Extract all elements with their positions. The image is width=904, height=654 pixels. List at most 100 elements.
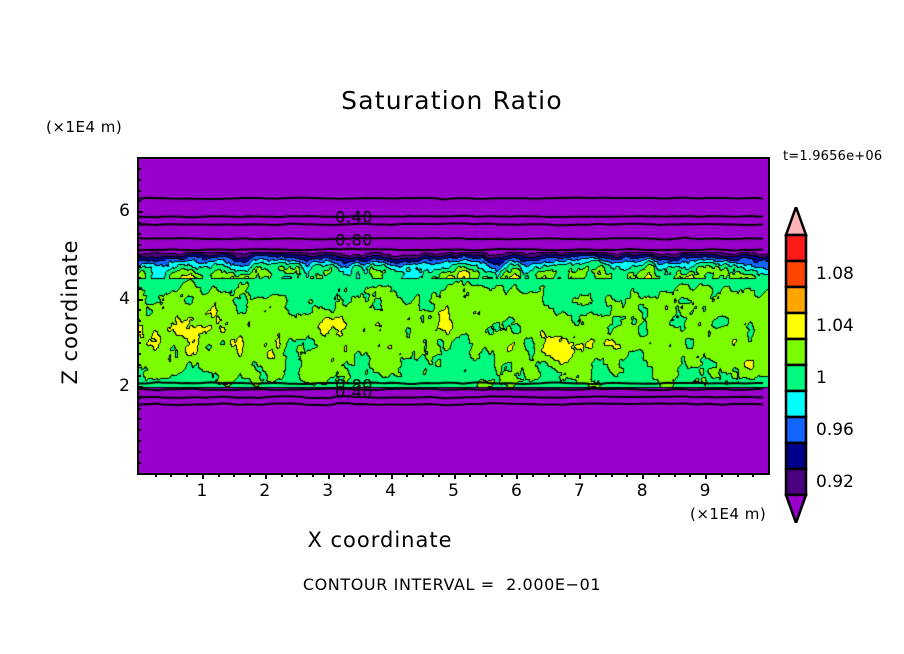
- x-tick-label: 4: [385, 481, 397, 501]
- x-tick-label: 6: [510, 481, 522, 501]
- contour-label: 0.40: [335, 382, 373, 402]
- colorbar-bottom-cap: [784, 493, 808, 527]
- x-tick-minor: [563, 473, 566, 477]
- time-annotation: t=1.9656e+06: [783, 149, 883, 164]
- y-tick-minor: [137, 451, 141, 454]
- colorbar-tick-label: 1.08: [816, 264, 854, 284]
- x-tick-label: 1: [196, 481, 208, 501]
- contour-interval-note: CONTOUR INTERVAL = 2.000E−01: [302, 575, 602, 594]
- x-tick-minor: [500, 473, 503, 477]
- x-tick: [390, 473, 393, 479]
- y-axis-ticks: [137, 157, 145, 475]
- y-tick-minor: [137, 353, 141, 356]
- x-tick-minor: [280, 473, 283, 477]
- y-tick-minor: [137, 222, 141, 225]
- x-tick-label: 9: [699, 481, 711, 501]
- x-tick: [264, 473, 267, 479]
- y-tick-minor: [137, 167, 141, 170]
- colorbar-band: [784, 441, 808, 471]
- colorbar-tick-label: 0.92: [816, 472, 854, 492]
- colorbar-band: [784, 467, 808, 497]
- y-axis-title: Z coordinate: [58, 239, 82, 385]
- y-tick: [137, 298, 143, 301]
- x-tick-label: 2: [259, 481, 271, 501]
- y-tick-minor: [137, 244, 141, 247]
- colorbar-band: [784, 285, 808, 315]
- y-tick: [137, 211, 143, 214]
- y-tick-minor: [137, 374, 141, 377]
- x-tick-minor: [469, 473, 472, 477]
- x-tick-minor: [343, 473, 346, 477]
- x-tick-label: 7: [573, 481, 585, 501]
- x-tick-minor: [437, 473, 440, 477]
- y-tick-minor: [137, 462, 141, 465]
- y-tick-minor: [137, 265, 141, 268]
- x-tick-minor: [657, 473, 660, 477]
- x-tick: [579, 473, 582, 479]
- x-tick-minor: [374, 473, 377, 477]
- colorbar-svg: [784, 203, 808, 527]
- y-tick-minor: [137, 276, 141, 279]
- x-tick-minor: [217, 473, 220, 477]
- x-tick-minor: [249, 473, 252, 477]
- colorbar-band: [784, 233, 808, 263]
- contour-label: 0.40: [335, 207, 373, 227]
- y-tick-minor: [137, 363, 141, 366]
- x-tick: [201, 473, 204, 479]
- x-tick-minor: [233, 473, 236, 477]
- x-axis-ticks: [137, 473, 770, 481]
- y-tick-label: 2: [119, 375, 130, 396]
- x-axis-unit-label: (×1E4 m): [690, 505, 767, 523]
- x-tick: [327, 473, 330, 479]
- x-tick-minor: [422, 473, 425, 477]
- y-tick-minor: [137, 200, 141, 203]
- y-tick-minor: [137, 309, 141, 312]
- x-tick-minor: [689, 473, 692, 477]
- x-axis-tick-labels: 1 2 3 4 5 6 7 8 9: [137, 481, 770, 505]
- y-tick-minor: [137, 342, 141, 345]
- y-axis-unit-label: (×1E4 m): [46, 118, 123, 136]
- contour-label: 0.80: [335, 230, 373, 250]
- y-tick-minor: [137, 287, 141, 290]
- x-tick-minor: [752, 473, 755, 477]
- colorbar-top-cap: [784, 203, 808, 237]
- x-tick-minor: [154, 473, 157, 477]
- x-tick-minor: [547, 473, 550, 477]
- contour-field: [139, 159, 768, 473]
- x-tick-minor: [484, 473, 487, 477]
- colorbar-band: [784, 363, 808, 393]
- y-tick-minor: [137, 396, 141, 399]
- colorbar-band: [784, 415, 808, 445]
- page-title: Saturation Ratio: [341, 86, 563, 115]
- x-axis-title: X coordinate: [307, 528, 453, 552]
- y-tick-minor: [137, 254, 141, 257]
- y-tick-minor: [137, 233, 141, 236]
- y-tick-minor: [137, 320, 141, 323]
- x-tick-minor: [170, 473, 173, 477]
- contour-label: 0.80: [335, 375, 373, 395]
- y-tick-label: 4: [119, 288, 130, 309]
- y-tick-minor: [137, 429, 141, 432]
- y-tick-minor: [137, 440, 141, 443]
- colorbar-band: [784, 389, 808, 419]
- colorbar-tick-labels: 1.08 1.04 1 0.96 0.92: [816, 207, 886, 523]
- colorbar-tick-label: 1.04: [816, 316, 854, 336]
- y-tick-minor: [137, 418, 141, 421]
- x-tick: [705, 473, 708, 479]
- x-tick-minor: [610, 473, 613, 477]
- y-axis-tick-labels: 2 4 6: [100, 157, 130, 475]
- x-tick-minor: [595, 473, 598, 477]
- x-tick: [642, 473, 645, 479]
- colorbar-band: [784, 259, 808, 289]
- colorbar-tick-label: 1: [816, 368, 827, 388]
- y-tick-minor: [137, 331, 141, 334]
- x-tick-minor: [359, 473, 362, 477]
- x-tick-minor: [296, 473, 299, 477]
- y-tick: [137, 385, 143, 388]
- x-tick-label: 8: [636, 481, 648, 501]
- x-tick-minor: [406, 473, 409, 477]
- y-tick-minor: [137, 407, 141, 410]
- x-tick-minor: [720, 473, 723, 477]
- x-tick-minor: [311, 473, 314, 477]
- colorbar-band: [784, 337, 808, 367]
